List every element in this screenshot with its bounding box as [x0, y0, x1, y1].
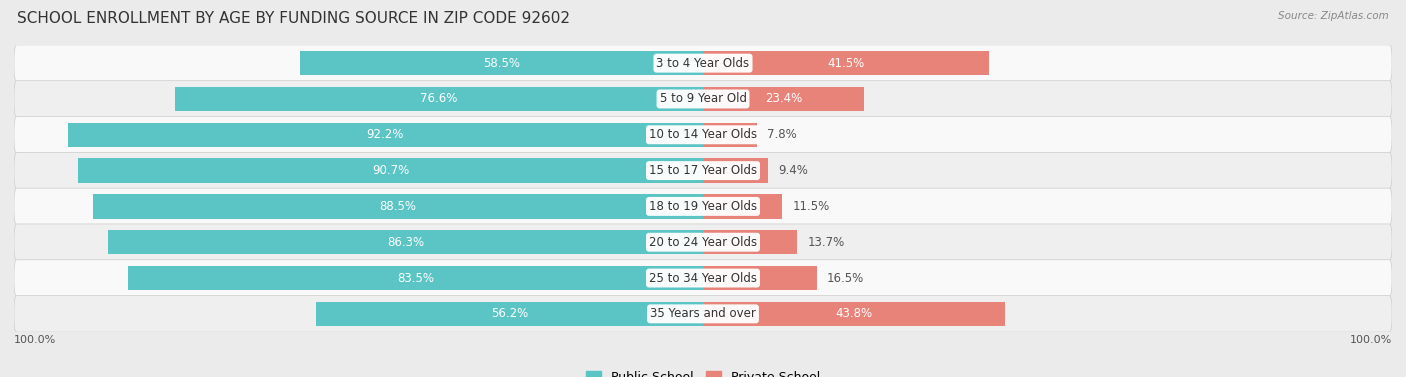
- Bar: [703, 87, 865, 111]
- FancyBboxPatch shape: [14, 296, 1392, 332]
- Text: 88.5%: 88.5%: [380, 200, 416, 213]
- Text: 100.0%: 100.0%: [1350, 335, 1392, 345]
- Text: 20 to 24 Year Olds: 20 to 24 Year Olds: [650, 236, 756, 249]
- Text: 83.5%: 83.5%: [396, 271, 434, 285]
- Bar: [703, 194, 782, 219]
- Text: 90.7%: 90.7%: [373, 164, 409, 177]
- Text: 10 to 14 Year Olds: 10 to 14 Year Olds: [650, 128, 756, 141]
- Text: 56.2%: 56.2%: [491, 307, 529, 320]
- Text: 76.6%: 76.6%: [420, 92, 458, 106]
- FancyBboxPatch shape: [14, 188, 1392, 225]
- Text: 9.4%: 9.4%: [778, 164, 808, 177]
- Text: 86.3%: 86.3%: [387, 236, 425, 249]
- Text: 43.8%: 43.8%: [835, 307, 873, 320]
- FancyBboxPatch shape: [14, 260, 1392, 296]
- Text: 23.4%: 23.4%: [765, 92, 803, 106]
- Text: 41.5%: 41.5%: [827, 57, 865, 70]
- FancyBboxPatch shape: [14, 224, 1392, 261]
- Text: 92.2%: 92.2%: [367, 128, 404, 141]
- Bar: [703, 51, 988, 75]
- Bar: [128, 266, 703, 290]
- Bar: [703, 266, 817, 290]
- Bar: [108, 230, 703, 254]
- Text: 35 Years and over: 35 Years and over: [650, 307, 756, 320]
- Bar: [703, 302, 1005, 326]
- Legend: Public School, Private School: Public School, Private School: [581, 366, 825, 377]
- Text: 13.7%: 13.7%: [807, 236, 845, 249]
- FancyBboxPatch shape: [14, 116, 1392, 153]
- Text: 11.5%: 11.5%: [793, 200, 830, 213]
- Text: 7.8%: 7.8%: [768, 128, 797, 141]
- Text: 58.5%: 58.5%: [484, 57, 520, 70]
- Text: 16.5%: 16.5%: [827, 271, 865, 285]
- FancyBboxPatch shape: [14, 45, 1392, 81]
- Text: Source: ZipAtlas.com: Source: ZipAtlas.com: [1278, 11, 1389, 21]
- Text: SCHOOL ENROLLMENT BY AGE BY FUNDING SOURCE IN ZIP CODE 92602: SCHOOL ENROLLMENT BY AGE BY FUNDING SOUR…: [17, 11, 569, 26]
- Bar: [176, 87, 703, 111]
- Bar: [67, 123, 703, 147]
- Text: 15 to 17 Year Olds: 15 to 17 Year Olds: [650, 164, 756, 177]
- Bar: [79, 158, 703, 183]
- Bar: [703, 230, 797, 254]
- FancyBboxPatch shape: [14, 81, 1392, 117]
- Text: 5 to 9 Year Old: 5 to 9 Year Old: [659, 92, 747, 106]
- Bar: [316, 302, 703, 326]
- Bar: [703, 123, 756, 147]
- Text: 3 to 4 Year Olds: 3 to 4 Year Olds: [657, 57, 749, 70]
- Text: 18 to 19 Year Olds: 18 to 19 Year Olds: [650, 200, 756, 213]
- Text: 25 to 34 Year Olds: 25 to 34 Year Olds: [650, 271, 756, 285]
- Text: 100.0%: 100.0%: [14, 335, 56, 345]
- Bar: [703, 158, 768, 183]
- FancyBboxPatch shape: [14, 152, 1392, 189]
- Bar: [299, 51, 703, 75]
- Bar: [93, 194, 703, 219]
